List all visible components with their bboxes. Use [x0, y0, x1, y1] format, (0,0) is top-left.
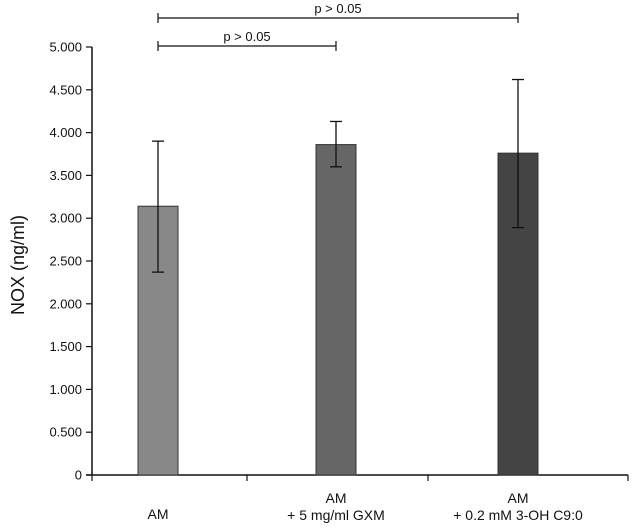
significance-brackets: p > 0.05 p > 0.05 [157, 1, 519, 51]
y-tick-label-4: 2.000 [49, 296, 82, 311]
category-label-1-line-1: + 5 mg/ml GXM [287, 507, 385, 523]
error-bars [152, 78, 524, 273]
category-label-0-line-0: AM [148, 506, 169, 522]
category-label-2-line-1: + 0.2 mM 3-OH C9:0 [453, 507, 583, 523]
y-tick-label-10: 5.000 [49, 40, 82, 55]
y-tick-label-9: 4.500 [49, 82, 82, 97]
sig-label-0: p > 0.05 [223, 29, 270, 44]
sig-label-1: p > 0.05 [314, 1, 361, 16]
y-tick-label-8: 4.000 [49, 125, 82, 140]
y-tick-label-0: 0 [75, 468, 82, 483]
bar-1 [315, 144, 357, 476]
y-tick-label-5: 2.500 [49, 254, 82, 269]
y-tick-label-6: 3.000 [49, 211, 82, 226]
bars [137, 144, 539, 476]
y-axis-title: NOX (ng/ml) [8, 215, 28, 315]
y-tick-label-3: 1.500 [49, 339, 82, 354]
y-axis-ticks: 0 0.500 1.000 1.500 2.000 2.500 3.000 3.500 4.00… [49, 40, 92, 483]
y-tick-label-2: 1.000 [49, 382, 82, 397]
y-tick-label-7: 3.500 [49, 168, 82, 183]
category-label-2-line-0: AM [508, 490, 529, 506]
y-tick-label-1: 0.500 [49, 425, 82, 440]
category-label-1-line-0: AM [326, 490, 347, 506]
